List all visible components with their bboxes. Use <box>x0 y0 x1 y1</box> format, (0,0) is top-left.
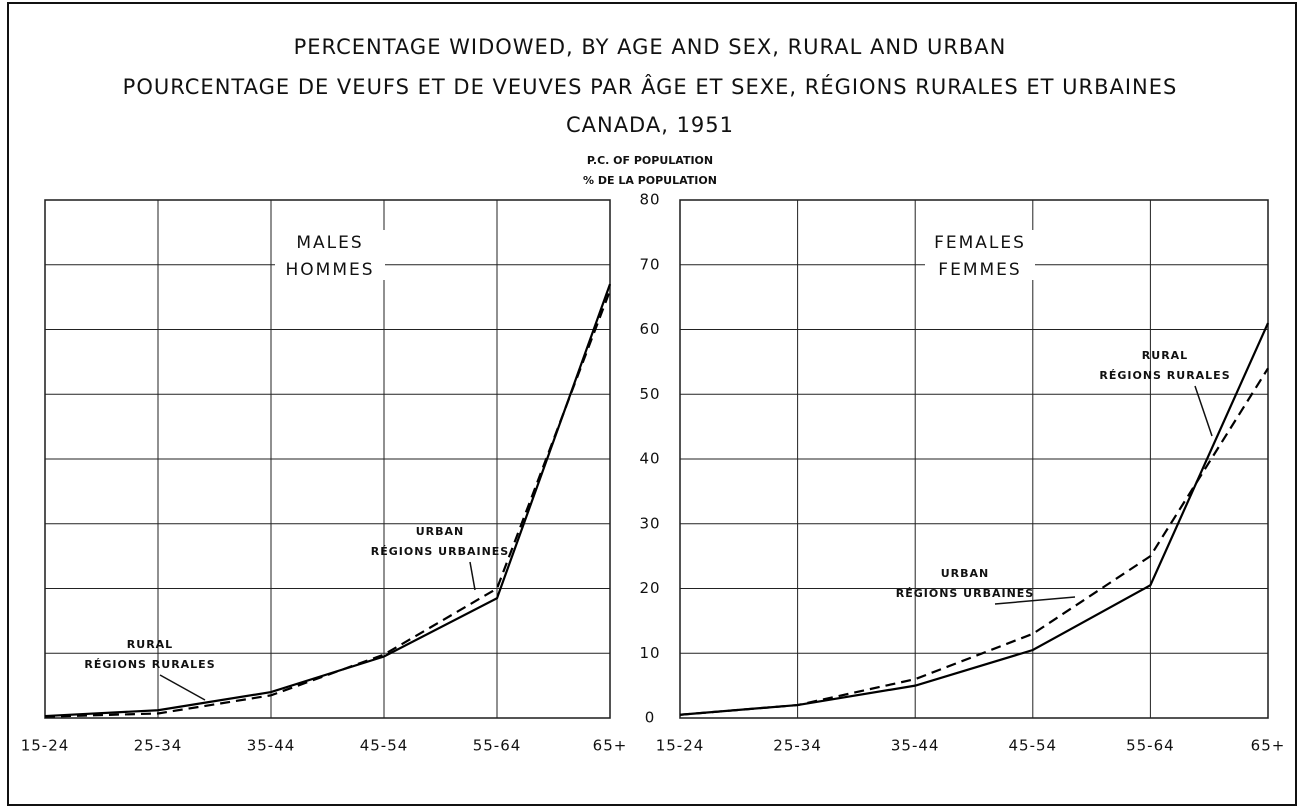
panel-title-bg <box>275 230 385 280</box>
line-label: RURAL <box>1142 349 1188 362</box>
x-tick-label: 45-54 <box>1009 737 1058 755</box>
y-tick-label: 80 <box>639 191 660 209</box>
annotation-arrow <box>1194 385 1213 437</box>
line-label-fr: RÉGIONS RURALES <box>1099 369 1230 382</box>
y-tick-label: 60 <box>639 320 660 338</box>
chart-place: CANADA, 1951 <box>566 113 734 137</box>
line-label-fr: RÉGIONS RURALES <box>84 658 215 671</box>
y-tick-label: 70 <box>639 255 660 273</box>
y-axis-label: P.C. OF POPULATION <box>587 154 713 167</box>
data-line <box>44 283 612 718</box>
line-label-fr: RÉGIONS URBAINES <box>896 587 1034 600</box>
annotation-arrow <box>469 561 476 591</box>
annotation-arrow <box>994 596 1076 605</box>
panel-title-bg <box>925 230 1035 280</box>
x-tick-label: 55-64 <box>1126 737 1175 755</box>
y-tick-label: 50 <box>639 385 660 403</box>
x-tick-label: 65+ <box>1251 737 1286 755</box>
y-tick-label: 10 <box>639 644 660 662</box>
line-label: RURAL <box>127 638 173 651</box>
x-tick-label: 25-34 <box>134 737 183 755</box>
y-tick-label: 30 <box>639 514 660 532</box>
y-tick-label: 20 <box>639 579 660 597</box>
y-tick-label: 40 <box>639 450 660 468</box>
x-tick-label: 35-44 <box>891 737 940 755</box>
panel-title-fr: HOMMES <box>285 260 374 280</box>
panel-title-fr: FEMMES <box>938 260 1021 280</box>
line-label: URBAN <box>416 525 465 538</box>
x-tick-label: 55-64 <box>473 737 522 755</box>
chart-title: PERCENTAGE WIDOWED, BY AGE AND SEX, RURA… <box>294 35 1007 59</box>
data-line <box>679 367 1269 716</box>
line-label-fr: RÉGIONS URBAINES <box>371 545 509 558</box>
panel-title: MALES <box>296 233 363 253</box>
x-tick-label: 65+ <box>593 737 628 755</box>
chart-subtitle: POURCENTAGE DE VEUFS ET DE VEUVES PAR ÂG… <box>123 74 1178 99</box>
panel-title: FEMALES <box>934 233 1026 253</box>
x-tick-label: 15-24 <box>656 737 705 755</box>
line-label: URBAN <box>941 567 990 580</box>
x-tick-label: 35-44 <box>247 737 296 755</box>
data-line <box>44 290 612 718</box>
frame <box>7 2 1297 806</box>
y-tick-label: 0 <box>645 709 656 727</box>
x-tick-label: 15-24 <box>21 737 70 755</box>
annotation-arrow <box>159 674 206 701</box>
x-tick-label: 25-34 <box>773 737 822 755</box>
x-tick-label: 45-54 <box>360 737 409 755</box>
y-axis-label-fr: % DE LA POPULATION <box>583 174 717 187</box>
